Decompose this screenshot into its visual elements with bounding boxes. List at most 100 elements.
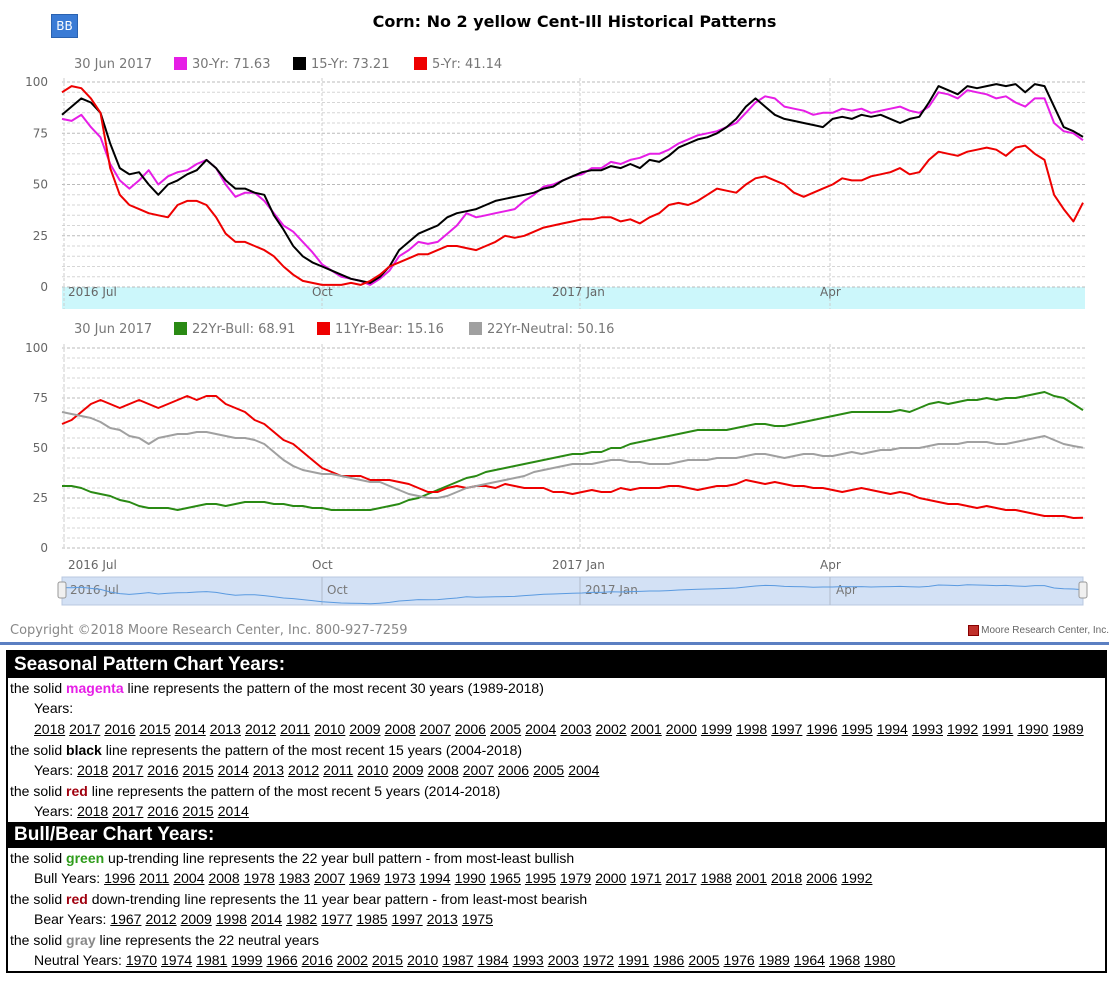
- year-link[interactable]: 1996: [806, 721, 838, 737]
- year-link[interactable]: 1997: [391, 911, 423, 927]
- year-link[interactable]: 2009: [349, 721, 381, 737]
- year-link[interactable]: 2002: [336, 952, 368, 968]
- year-link[interactable]: 2015: [371, 952, 404, 968]
- year-link[interactable]: 2010: [407, 952, 439, 968]
- year-link[interactable]: 1969: [349, 870, 381, 886]
- year-link[interactable]: 1989: [1052, 721, 1084, 737]
- year-link[interactable]: 2017: [665, 870, 697, 886]
- year-link[interactable]: 2009: [392, 762, 424, 778]
- year-link[interactable]: 2015: [139, 721, 171, 737]
- year-link[interactable]: 2006: [497, 762, 530, 778]
- year-link[interactable]: 2004: [525, 721, 557, 737]
- credit[interactable]: Moore Research Center, Inc.: [968, 625, 1109, 636]
- year-link[interactable]: 1990: [1017, 721, 1049, 737]
- year-link[interactable]: 1974: [161, 952, 193, 968]
- year-link[interactable]: 2000: [665, 721, 697, 737]
- year-link[interactable]: 1964: [793, 952, 825, 968]
- year-link[interactable]: 1991: [982, 721, 1014, 737]
- year-link[interactable]: 2008: [208, 870, 240, 886]
- year-link[interactable]: 1988: [700, 870, 732, 886]
- year-link[interactable]: 1996: [104, 870, 136, 886]
- year-link[interactable]: 2006: [806, 870, 838, 886]
- year-link[interactable]: 1999: [231, 952, 263, 968]
- year-link[interactable]: 1991: [618, 952, 650, 968]
- year-link[interactable]: 2003: [547, 952, 579, 968]
- year-link[interactable]: 1980: [864, 952, 896, 968]
- year-link[interactable]: 1977: [321, 911, 353, 927]
- year-link[interactable]: 2012: [244, 721, 277, 737]
- year-link[interactable]: 2007: [462, 762, 494, 778]
- year-link[interactable]: 1998: [215, 911, 247, 927]
- year-link[interactable]: 2015: [182, 762, 214, 778]
- year-link[interactable]: 1972: [582, 952, 615, 968]
- year-link[interactable]: 2001: [630, 721, 662, 737]
- year-link[interactable]: 1992: [841, 870, 873, 886]
- year-link[interactable]: 2018: [77, 803, 109, 819]
- year-link[interactable]: 1994: [876, 721, 908, 737]
- year-link[interactable]: 1993: [512, 952, 544, 968]
- year-link[interactable]: 2007: [419, 721, 451, 737]
- year-link[interactable]: 2018: [770, 870, 803, 886]
- year-link[interactable]: 2013: [252, 762, 285, 778]
- year-link[interactable]: 2007: [313, 870, 346, 886]
- year-link[interactable]: 1994: [419, 870, 451, 886]
- year-link[interactable]: 2011: [280, 721, 311, 737]
- year-link[interactable]: 1968: [828, 952, 861, 968]
- year-link[interactable]: 1998: [736, 721, 768, 737]
- year-link[interactable]: 1989: [758, 952, 790, 968]
- year-link[interactable]: 2004: [173, 870, 205, 886]
- year-link[interactable]: 2010: [357, 762, 389, 778]
- year-link[interactable]: 2016: [104, 721, 136, 737]
- year-link[interactable]: 1987: [442, 952, 474, 968]
- year-link[interactable]: 2011: [323, 762, 354, 778]
- year-link[interactable]: 2005: [533, 762, 565, 778]
- year-link[interactable]: 1995: [841, 721, 873, 737]
- year-link[interactable]: 2004: [568, 762, 600, 778]
- navigator-right-handle[interactable]: [1078, 581, 1088, 599]
- year-link[interactable]: 2011: [139, 870, 170, 886]
- year-link[interactable]: 1984: [477, 952, 509, 968]
- year-link[interactable]: 2013: [426, 911, 458, 927]
- year-link[interactable]: 1993: [911, 721, 944, 737]
- year-link[interactable]: 2013: [209, 721, 241, 737]
- bb-button[interactable]: BB: [51, 14, 78, 38]
- year-link[interactable]: 1973: [384, 870, 416, 886]
- navigator[interactable]: 2016 Jul Oct 2017 Jan Apr: [57, 576, 1088, 606]
- year-link[interactable]: 2014: [174, 721, 206, 737]
- year-link[interactable]: 1976: [723, 952, 755, 968]
- year-link[interactable]: 2010: [314, 721, 346, 737]
- year-link[interactable]: 1982: [286, 911, 318, 927]
- year-link[interactable]: 2012: [288, 762, 320, 778]
- year-link[interactable]: 1966: [266, 952, 298, 968]
- year-link[interactable]: 1986: [653, 952, 685, 968]
- year-link[interactable]: 2008: [427, 762, 459, 778]
- year-link[interactable]: 1971: [630, 870, 662, 886]
- year-link[interactable]: 1975: [461, 911, 493, 927]
- year-link[interactable]: 2000: [595, 870, 627, 886]
- year-link[interactable]: 2001: [735, 870, 767, 886]
- year-link[interactable]: 2017: [112, 762, 144, 778]
- year-link[interactable]: 1965: [489, 870, 521, 886]
- year-link[interactable]: 2018: [77, 762, 109, 778]
- year-link[interactable]: 2003: [560, 721, 592, 737]
- year-link[interactable]: 1999: [700, 721, 733, 737]
- year-link[interactable]: 2015: [182, 803, 214, 819]
- year-link[interactable]: 2014: [217, 803, 249, 819]
- year-link[interactable]: 2002: [595, 721, 627, 737]
- navigator-left-handle[interactable]: [57, 581, 67, 599]
- year-link[interactable]: 2006: [454, 721, 486, 737]
- year-link[interactable]: 1970: [125, 952, 157, 968]
- year-link[interactable]: 2009: [180, 911, 212, 927]
- year-link[interactable]: 2016: [301, 952, 333, 968]
- year-link[interactable]: 1981: [196, 952, 228, 968]
- year-link[interactable]: 1983: [278, 870, 310, 886]
- year-link[interactable]: 2016: [147, 762, 179, 778]
- year-link[interactable]: 2014: [217, 762, 249, 778]
- year-link[interactable]: 1992: [947, 721, 979, 737]
- year-link[interactable]: 2016: [147, 803, 179, 819]
- year-link[interactable]: 2008: [384, 721, 416, 737]
- year-link[interactable]: 2005: [489, 721, 522, 737]
- year-link[interactable]: 2017: [69, 721, 101, 737]
- year-link[interactable]: 2014: [250, 911, 283, 927]
- year-link[interactable]: 2012: [145, 911, 177, 927]
